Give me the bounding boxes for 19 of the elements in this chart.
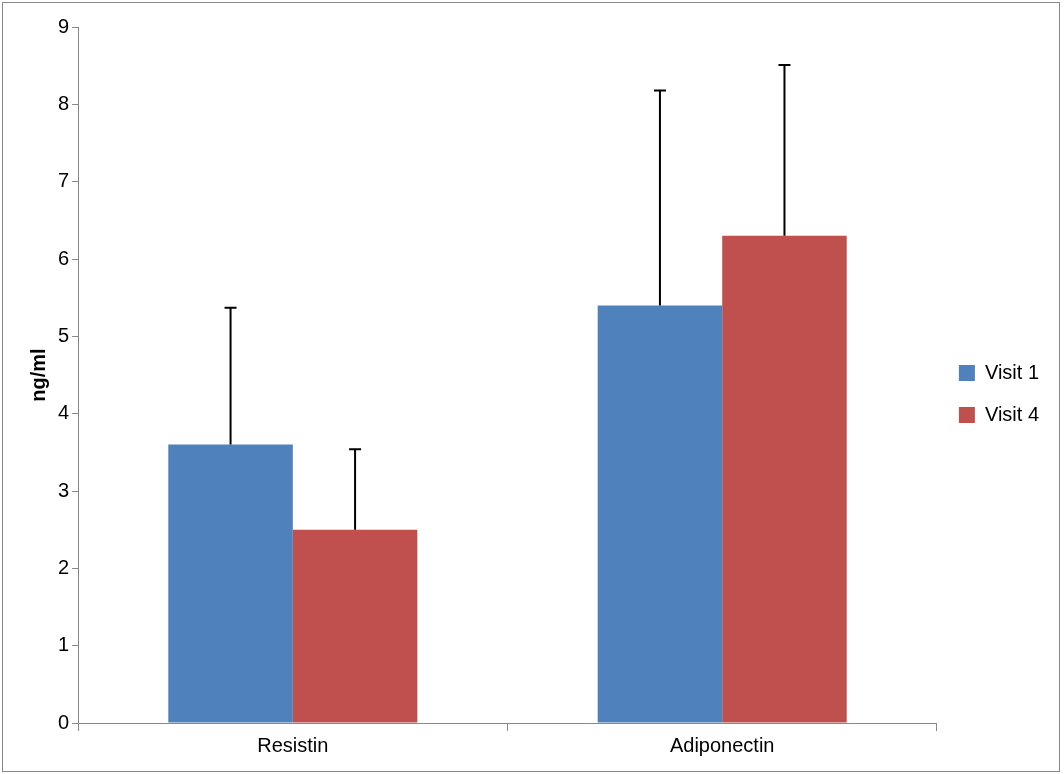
bar — [168, 444, 293, 723]
x-tick-label: Resistin — [257, 733, 329, 756]
legend-label: Visit 1 — [984, 360, 1040, 383]
y-tick-label: 5 — [58, 323, 70, 346]
bar — [722, 235, 847, 723]
y-tick-label: 9 — [58, 14, 70, 37]
y-tick-label: 1 — [58, 633, 70, 656]
y-axis-title: ng/ml — [26, 348, 49, 402]
x-tick-label: Adiponectin — [669, 733, 775, 756]
y-tick-label: 6 — [58, 246, 70, 269]
y-tick-label: 4 — [58, 401, 70, 424]
y-tick-label: 2 — [58, 555, 70, 578]
y-tick-label: 8 — [58, 91, 70, 114]
y-tick-label: 3 — [58, 478, 70, 501]
legend-label: Visit 4 — [984, 402, 1040, 425]
bar — [597, 305, 723, 723]
y-tick-label: 0 — [58, 710, 70, 733]
y-tick-label: 7 — [58, 169, 70, 192]
bar — [292, 529, 418, 723]
